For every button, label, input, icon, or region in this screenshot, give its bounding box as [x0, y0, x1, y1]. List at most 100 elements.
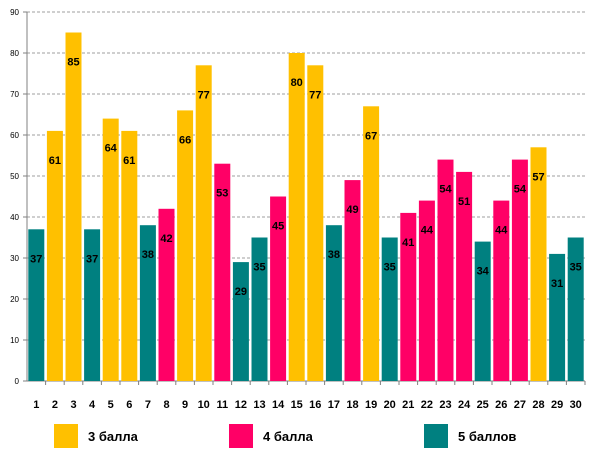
data-label-14: 45 — [272, 221, 284, 233]
bar-14 — [270, 196, 287, 381]
x-tick-label-14: 14 — [272, 399, 285, 411]
x-tick-label-30: 30 — [570, 399, 582, 411]
x-tick-label-1: 1 — [33, 399, 39, 411]
bar-19 — [363, 106, 380, 382]
legend-swatch-5 — [424, 424, 448, 448]
bar-3 — [65, 32, 82, 381]
y-tick-label-20: 20 — [10, 295, 19, 304]
x-tick-label-27: 27 — [514, 399, 526, 411]
bar-10 — [195, 65, 212, 382]
data-label-3: 85 — [67, 57, 79, 69]
bar-6 — [121, 130, 138, 381]
data-labels: 37 61 85 37 64 61 38 42 66 77 53 29 35 45 80 77 38 49 67 35… — [30, 57, 582, 299]
bar-20 — [381, 237, 398, 381]
x-tick-label-19: 19 — [365, 399, 377, 411]
x-tick-label-20: 20 — [384, 399, 396, 411]
bar-7 — [139, 225, 156, 381]
x-tick-label-4: 4 — [89, 399, 96, 411]
data-label-27: 54 — [514, 184, 527, 196]
x-tick-label-8: 8 — [163, 399, 169, 411]
bar-9 — [177, 110, 194, 382]
x-tick-label-24: 24 — [458, 399, 471, 411]
y-tick-label-0: 0 — [15, 377, 20, 386]
bar-26 — [493, 200, 510, 381]
bar-17 — [325, 225, 342, 381]
bar-23 — [437, 159, 454, 381]
x-tick-label-13: 13 — [253, 399, 265, 411]
bar-16 — [307, 65, 324, 382]
data-label-28: 57 — [532, 171, 544, 183]
bar-13 — [251, 237, 268, 381]
data-label-30: 35 — [570, 262, 582, 274]
y-tick-label-10: 10 — [10, 336, 19, 345]
data-label-19: 67 — [365, 130, 377, 142]
y-tick-labels: 0 10 20 30 40 50 60 70 80 90 — [10, 8, 19, 386]
y-tick-label-60: 60 — [10, 131, 19, 140]
y-tick-label-30: 30 — [10, 254, 19, 263]
bars — [28, 32, 584, 382]
legend-item-5: 5 баллов — [424, 424, 516, 448]
data-label-24: 51 — [458, 196, 470, 208]
x-tick-label-26: 26 — [495, 399, 507, 411]
bar-24 — [456, 171, 473, 381]
y-tick-label-80: 80 — [10, 49, 19, 58]
x-tick-labels: 1 2 3 4 5 6 7 8 9 10 11 12 13 14 15 16 17 18 19 20 21 22 23 24 2… — [33, 399, 582, 411]
x-tick-label-18: 18 — [346, 399, 358, 411]
x-tick-label-17: 17 — [328, 399, 340, 411]
legend-swatch-3 — [54, 424, 78, 448]
data-label-15: 80 — [291, 77, 303, 89]
data-label-12: 29 — [235, 286, 247, 298]
y-tick-label-70: 70 — [10, 90, 19, 99]
x-tick-label-25: 25 — [477, 399, 489, 411]
data-label-5: 64 — [105, 143, 118, 155]
bar-4 — [84, 229, 101, 381]
data-label-25: 34 — [477, 266, 490, 278]
x-tick-label-5: 5 — [108, 399, 114, 411]
bar-1 — [28, 229, 45, 381]
data-label-9: 66 — [179, 134, 191, 146]
data-label-17: 38 — [328, 249, 340, 261]
gridlines — [27, 11, 585, 341]
bar-5 — [102, 118, 119, 381]
x-tick-label-3: 3 — [70, 399, 76, 411]
data-label-6: 61 — [123, 155, 135, 167]
data-label-7: 38 — [142, 249, 154, 261]
data-label-26: 44 — [495, 225, 508, 237]
legend-label-5: 5 баллов — [458, 428, 517, 444]
x-tick-label-29: 29 — [551, 399, 563, 411]
y-tick-label-90: 90 — [10, 8, 19, 17]
x-tick-label-11: 11 — [216, 399, 228, 411]
legend-swatch-4 — [229, 424, 253, 448]
axes — [23, 11, 586, 385]
data-label-16: 77 — [309, 89, 321, 101]
y-tick-label-50: 50 — [10, 172, 19, 181]
bar-22 — [418, 200, 435, 381]
data-label-10: 77 — [198, 89, 210, 101]
bar-12 — [232, 262, 249, 381]
y-tick-label-40: 40 — [10, 213, 19, 222]
x-tick-label-15: 15 — [291, 399, 303, 411]
x-tick-label-2: 2 — [52, 399, 58, 411]
x-tick-label-10: 10 — [198, 399, 210, 411]
data-label-8: 42 — [160, 233, 172, 245]
data-label-13: 35 — [253, 262, 265, 274]
bar-28 — [530, 147, 547, 381]
bar-8 — [158, 208, 175, 381]
bar-29 — [549, 253, 566, 381]
data-label-21: 41 — [402, 237, 414, 249]
x-tick-label-22: 22 — [421, 399, 433, 411]
legend-label-4: 4 балла — [263, 428, 313, 444]
x-tick-label-16: 16 — [309, 399, 321, 411]
data-label-2: 61 — [49, 155, 61, 167]
data-label-18: 49 — [346, 204, 358, 216]
data-label-1: 37 — [30, 253, 42, 265]
legend-label-3: 3 балла — [88, 428, 138, 444]
x-tick-label-12: 12 — [235, 399, 247, 411]
x-tick-label-28: 28 — [532, 399, 544, 411]
data-label-22: 44 — [421, 225, 434, 237]
data-label-23: 54 — [439, 184, 452, 196]
data-label-20: 35 — [384, 262, 396, 274]
bar-30 — [567, 237, 584, 381]
bar-27 — [511, 159, 528, 381]
